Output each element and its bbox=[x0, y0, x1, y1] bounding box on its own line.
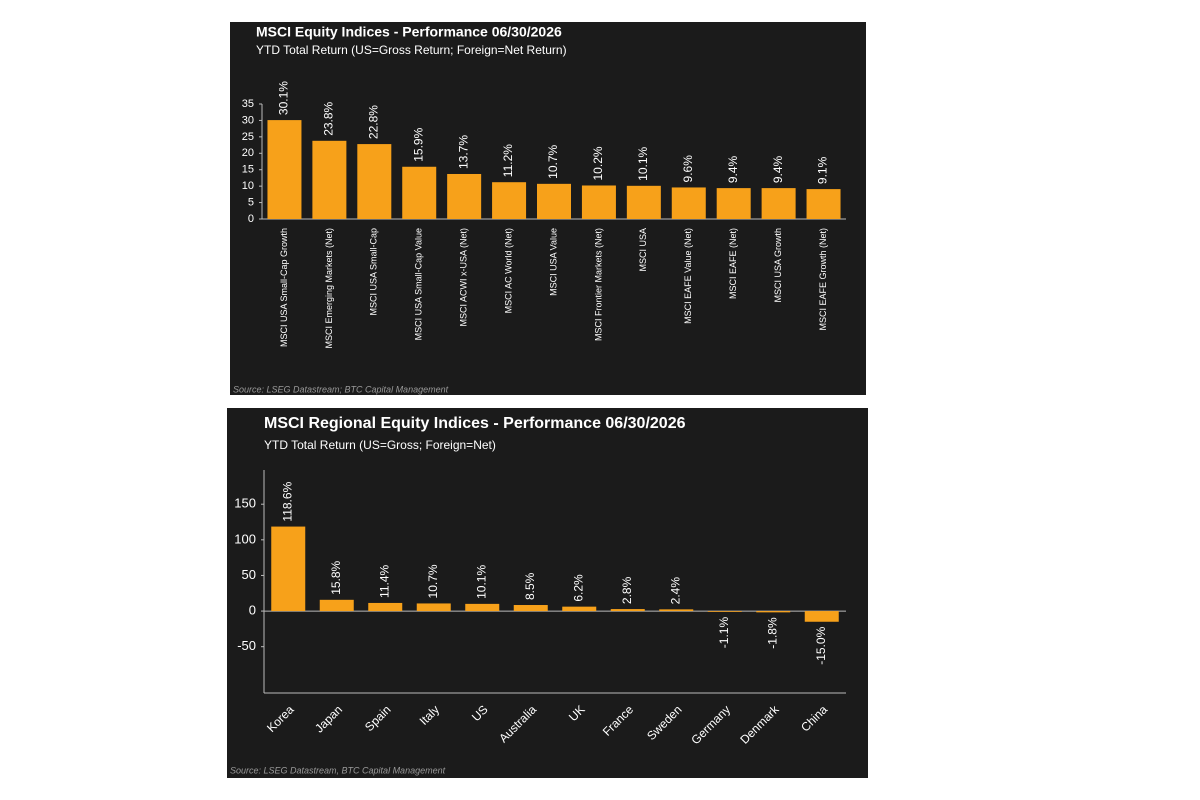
x-tick-label: MSCI Frontier Markets (Net) bbox=[593, 228, 603, 341]
value-label: 118.6% bbox=[280, 481, 294, 521]
y-tick-label: 5 bbox=[248, 196, 254, 208]
y-tick-label: 35 bbox=[242, 98, 254, 110]
value-label: 6.2% bbox=[571, 574, 585, 602]
value-label: -15.0% bbox=[814, 626, 828, 664]
chart-subtitle: YTD Total Return (US=Gross; Foreign=Net) bbox=[264, 438, 496, 452]
y-tick-label: 50 bbox=[242, 567, 256, 582]
chart-title: MSCI Equity Indices - Performance 06/30/… bbox=[256, 24, 562, 40]
bar bbox=[707, 611, 742, 612]
bar bbox=[756, 611, 791, 613]
bar bbox=[368, 602, 403, 612]
bar bbox=[806, 189, 841, 219]
source-note: Source: LSEG Datastream; BTC Capital Man… bbox=[233, 384, 449, 394]
value-label: 10.1% bbox=[636, 146, 650, 180]
value-label: 9.4% bbox=[726, 155, 740, 183]
chart-title: MSCI Regional Equity Indices - Performan… bbox=[264, 415, 686, 432]
bar bbox=[267, 120, 302, 219]
value-label: 10.1% bbox=[474, 565, 488, 599]
value-label: 15.8% bbox=[329, 560, 343, 594]
y-tick-label: 20 bbox=[242, 147, 254, 159]
value-label: 11.4% bbox=[377, 564, 391, 597]
x-tick-label: MSCI USA bbox=[638, 228, 648, 272]
x-tick-label: MSCI USA Small-Cap Value bbox=[414, 228, 424, 340]
y-tick-label: 100 bbox=[234, 531, 256, 546]
x-tick-label: MSCI EAFE (Net) bbox=[728, 228, 738, 299]
y-tick-label: 0 bbox=[249, 603, 256, 618]
value-label: 8.5% bbox=[523, 572, 537, 600]
bar bbox=[671, 187, 706, 219]
value-label: 11.2% bbox=[501, 144, 515, 177]
x-tick-label: MSCI USA Small-Cap bbox=[369, 228, 379, 316]
y-tick-label: 15 bbox=[242, 164, 254, 176]
bar bbox=[465, 603, 500, 612]
bar bbox=[319, 599, 354, 612]
x-tick-label: MSCI ACWI x-USA (Net) bbox=[459, 228, 469, 327]
panel bbox=[227, 408, 868, 778]
value-label: 2.8% bbox=[620, 576, 634, 604]
bar bbox=[804, 611, 839, 622]
value-label: 10.2% bbox=[591, 146, 605, 180]
bar bbox=[610, 609, 645, 612]
value-label: 30.1% bbox=[277, 81, 291, 115]
x-tick-label: MSCI USA Small-Cap Growth bbox=[279, 228, 289, 347]
value-label: 10.7% bbox=[426, 564, 440, 598]
x-tick-label: MSCI Emerging Markets (Net) bbox=[324, 228, 334, 349]
x-tick-label: MSCI AC World (Net) bbox=[503, 228, 513, 313]
x-tick-label: MSCI EAFE Value (Net) bbox=[683, 228, 693, 324]
value-label: 2.4% bbox=[668, 577, 682, 605]
value-label: -1.1% bbox=[717, 617, 731, 649]
bar bbox=[447, 173, 482, 219]
y-tick-label: 150 bbox=[234, 496, 256, 511]
source-note: Source: LSEG Datastream, BTC Capital Man… bbox=[230, 765, 446, 775]
bar bbox=[416, 603, 451, 612]
y-tick-label: 10 bbox=[242, 180, 254, 192]
value-label: 23.8% bbox=[322, 101, 336, 135]
y-tick-label: -50 bbox=[237, 638, 256, 653]
bar bbox=[659, 609, 694, 612]
value-label: 9.6% bbox=[681, 155, 695, 183]
bar bbox=[716, 188, 751, 219]
x-tick-label: MSCI USA Growth bbox=[773, 228, 783, 303]
value-label: 9.4% bbox=[771, 155, 785, 183]
value-label: -1.8% bbox=[765, 617, 779, 649]
bar bbox=[312, 140, 347, 219]
x-tick-label: MSCI USA Value bbox=[548, 228, 558, 296]
y-tick-label: 25 bbox=[242, 131, 254, 143]
bar bbox=[492, 182, 527, 219]
value-label: 22.8% bbox=[366, 105, 380, 139]
bar bbox=[537, 183, 571, 219]
chart-subtitle: YTD Total Return (US=Gross Return; Forei… bbox=[256, 43, 567, 57]
bar bbox=[402, 166, 437, 219]
bar bbox=[357, 144, 392, 219]
value-label: 13.7% bbox=[456, 135, 470, 169]
bar bbox=[761, 188, 796, 219]
value-label: 9.1% bbox=[816, 156, 830, 184]
x-tick-label: MSCI EAFE Growth (Net) bbox=[818, 228, 828, 331]
bar bbox=[581, 185, 616, 219]
y-tick-label: 0 bbox=[248, 213, 254, 225]
bar bbox=[562, 606, 597, 612]
value-label: 15.9% bbox=[411, 127, 425, 161]
value-label: 10.7% bbox=[546, 144, 560, 178]
bar bbox=[271, 526, 306, 612]
y-tick-label: 30 bbox=[242, 114, 254, 126]
bar bbox=[626, 185, 661, 219]
bar bbox=[513, 605, 548, 612]
